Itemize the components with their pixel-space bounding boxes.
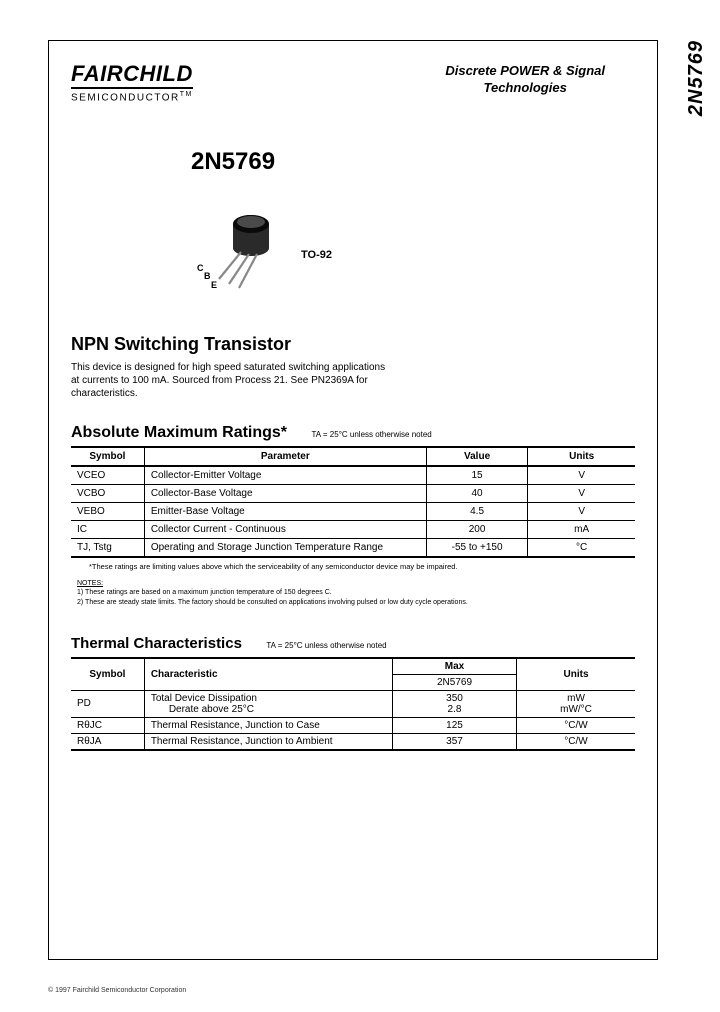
package-label: TO-92 [301,249,332,261]
table-row: PDTotal Device DissipationDerate above 2… [71,690,635,717]
cell-unit: V [528,503,635,521]
note-2: 2) These are steady state limits. The fa… [77,598,635,607]
cell-symbol: IC [71,521,144,539]
cell-unit: mWmW/°C [517,690,635,717]
pin-e: E [211,281,217,289]
notes-block: NOTES: 1) These ratings are based on a m… [77,579,635,606]
cell-symbol: VCEO [71,466,144,485]
tagline-2: Technologies [445,80,605,97]
cell-max: 3502.8 [392,690,516,717]
logo: FAIRCHILD SEMICONDUCTORTM [71,63,193,103]
cell-param: Emitter-Base Voltage [144,503,426,521]
cell-symbol: RθJC [71,717,144,733]
cell-characteristic: Thermal Resistance, Junction to Case [144,717,392,733]
thermal-col-symbol: Symbol [71,658,144,691]
part-number: 2N5769 [191,148,635,176]
header: FAIRCHILD SEMICONDUCTORTM Discrete POWER… [71,63,635,103]
cell-characteristic: Total Device DissipationDerate above 25°… [144,690,392,717]
table-row: TJ, TstgOperating and Storage Junction T… [71,539,635,558]
cell-symbol: PD [71,690,144,717]
thermal-title: Thermal Characteristics [71,635,242,652]
cell-symbol: TJ, Tstg [71,539,144,558]
ratings-col-units: Units [528,447,635,466]
side-part-label: 2N5769 [685,40,708,116]
table-row: ICCollector Current - Continuous200mA [71,521,635,539]
cell-unit: °C/W [517,733,635,750]
cell-unit: mA [528,521,635,539]
cell-value: 4.5 [426,503,528,521]
cell-symbol: VEBO [71,503,144,521]
table-row: RθJCThermal Resistance, Junction to Case… [71,717,635,733]
cell-max: 357 [392,733,516,750]
logo-sub: SEMICONDUCTORTM [71,87,193,103]
cell-symbol: VCBO [71,485,144,503]
table-row: RθJAThermal Resistance, Junction to Ambi… [71,733,635,750]
package-diagram: C B E TO-92 [191,194,635,314]
cell-characteristic: Thermal Resistance, Junction to Ambient [144,733,392,750]
product-title: NPN Switching Transistor [71,334,635,355]
ratings-col-parameter: Parameter [144,447,426,466]
thermal-col-units: Units [517,658,635,691]
cell-unit: V [528,466,635,485]
header-tagline: Discrete POWER & Signal Technologies [445,63,605,97]
cell-param: Operating and Storage Junction Temperatu… [144,539,426,558]
logo-main: FAIRCHILD [71,63,193,85]
thermal-table: Symbol Characteristic Max Units 2N5769 P… [71,657,635,751]
cell-param: Collector Current - Continuous [144,521,426,539]
description: This device is designed for high speed s… [71,361,391,400]
ratings-condition: TA = 25°C unless otherwise noted [311,430,431,439]
cell-param: Collector-Emitter Voltage [144,466,426,485]
cell-max: 125 [392,717,516,733]
ratings-col-value: Value [426,447,528,466]
notes-header: NOTES: [77,579,635,588]
cell-value: 40 [426,485,528,503]
copyright: © 1997 Fairchild Semiconductor Corporati… [48,987,186,994]
note-1: 1) These ratings are based on a maximum … [77,588,635,597]
page-frame: FAIRCHILD SEMICONDUCTORTM Discrete POWER… [48,40,658,960]
thermal-condition: TA = 25°C unless otherwise noted [266,641,386,650]
tagline-1: Discrete POWER & Signal [445,63,605,80]
logo-sub-text: SEMICONDUCTOR [71,92,180,103]
thermal-col-characteristic: Characteristic [144,658,392,691]
ratings-table: Symbol Parameter Value Units VCEOCollect… [71,446,635,558]
cell-value: 15 [426,466,528,485]
cell-value: 200 [426,521,528,539]
thermal-subheader: 2N5769 [392,674,516,690]
ratings-title: Absolute Maximum Ratings* [71,424,287,442]
cell-unit: °C [528,539,635,558]
ratings-col-symbol: Symbol [71,447,144,466]
cell-symbol: RθJA [71,733,144,750]
cell-value: -55 to +150 [426,539,528,558]
pin-labels: C B E [197,264,217,288]
table-row: VCBOCollector-Base Voltage40V [71,485,635,503]
thermal-col-max: Max [392,658,516,675]
cell-unit: V [528,485,635,503]
cell-param: Collector-Base Voltage [144,485,426,503]
table-row: VCEOCollector-Emitter Voltage15V [71,466,635,485]
logo-tm: TM [180,91,193,98]
cell-unit: °C/W [517,717,635,733]
table-row: VEBOEmitter-Base Voltage4.5V [71,503,635,521]
ratings-footnote: *These ratings are limiting values above… [89,562,635,571]
